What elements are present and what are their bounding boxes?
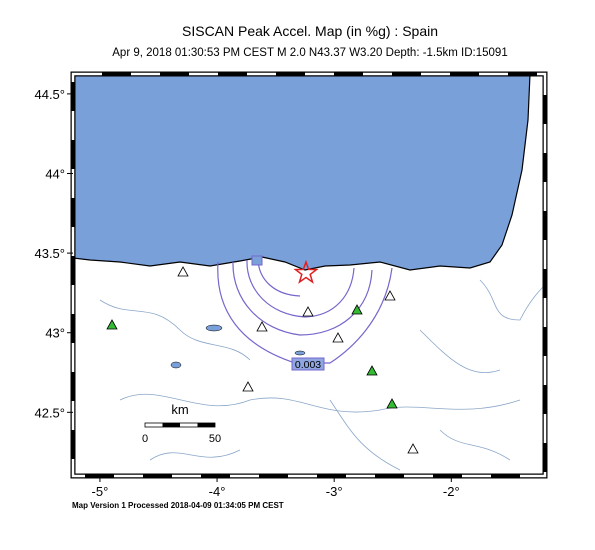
- scale-bar: km 0 50: [142, 402, 221, 445]
- scale-start: 0: [142, 433, 148, 445]
- ocean: [72, 73, 531, 271]
- map-subtitle: Apr 9, 2018 01:30:53 PM CEST M 2.0 N43.3…: [112, 47, 507, 59]
- y-tick-label: 44.5°: [34, 87, 65, 102]
- footer: Map Version 1 Processed 2018-04-09 01:34…: [72, 501, 284, 510]
- contour-box: [251, 255, 263, 266]
- epicenter: [293, 259, 319, 284]
- scale-bar-segment: [162, 423, 180, 427]
- x-tick-label: -2°: [443, 484, 460, 499]
- contour-label-box: [291, 357, 325, 371]
- x-tick-label: -4°: [209, 484, 226, 499]
- frame-pattern: [71, 72, 547, 478]
- y-tick-label: 43°: [45, 326, 65, 341]
- y-tick-label: 44°: [45, 167, 65, 182]
- x-tick-label: -5°: [92, 484, 109, 499]
- stations: [106, 266, 419, 454]
- rivers: [99, 279, 546, 471]
- scale-unit: km: [171, 402, 188, 417]
- x-tick-label: -3°: [326, 484, 343, 499]
- scale-bar-segment: [197, 423, 215, 427]
- map-title: SISCAN Peak Accel. Map (in %g) : Spain: [182, 23, 438, 39]
- contour-label: 0.003: [295, 359, 321, 371]
- y-tick-label: 42.5°: [34, 405, 65, 420]
- lakes: [170, 324, 306, 369]
- scale-end: 50: [209, 433, 221, 445]
- y-tick-label: 43.5°: [34, 246, 65, 261]
